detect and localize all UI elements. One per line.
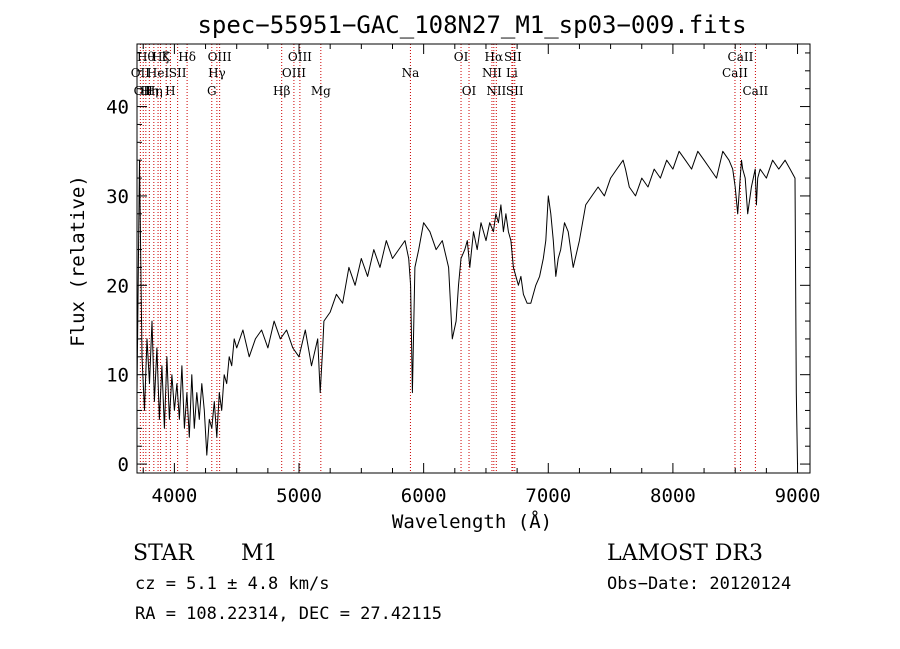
obs-date: Obs−Date: 20120124 [607, 574, 791, 594]
line-marker-label: Hα [485, 50, 504, 64]
line-marker-label: OIII [282, 66, 306, 80]
plot-frame [136, 43, 811, 474]
line-marker-label: SII [169, 66, 187, 80]
line-marker-label: NII [482, 66, 502, 80]
x-tick-label: 4000 [152, 485, 198, 507]
x-tick-label: 9000 [775, 485, 821, 507]
line-marker-label: HeI [147, 66, 170, 80]
line-marker-label: Mg [311, 84, 331, 98]
coordinates: RA = 108.22314, DEC = 27.42115 [135, 604, 442, 624]
line-marker-label: NII [486, 84, 506, 98]
survey-name: LAMOST DR3 [607, 541, 763, 566]
y-tick-label: 10 [106, 365, 129, 387]
line-marker-label: OII [134, 84, 154, 98]
spectrum-series [136, 150, 798, 465]
object-type: STAR [133, 541, 195, 566]
x-tick-label: 5000 [276, 485, 322, 507]
line-marker-label: SII [504, 50, 522, 64]
line-marker-label: CaII [722, 66, 748, 80]
y-axis-label: Flux (relative) [67, 175, 89, 347]
y-tick-label: 0 [118, 454, 129, 476]
line-marker-label: Hζ [152, 50, 169, 64]
line-marker-label: OI [454, 50, 469, 64]
line-marker-label: Na [402, 66, 420, 80]
line-marker-label: OII [131, 66, 151, 80]
line-marker-label: SII [506, 84, 524, 98]
y-tick-label: 40 [106, 97, 129, 119]
line-marker-label: H [165, 84, 175, 98]
line-marker-label: Hβ [273, 84, 290, 98]
line-marker-label: Hγ [208, 66, 226, 80]
line-marker-label: CaII [742, 84, 768, 98]
line-marker-label: OIII [208, 50, 232, 64]
line-marker-label: CaII [728, 50, 754, 64]
redshift-value: cz = 5.1 ± 4.8 km/s [135, 574, 329, 594]
x-axis-ticks: 4000 5000 6000 7000 8000 9000 [142, 44, 821, 507]
object-subclass: M1 [241, 541, 278, 566]
emission-line-markers [139, 44, 756, 473]
chart-title: spec−55951−GAC_108N27_M1_sp03−009.fits [197, 11, 746, 39]
y-tick-label: 30 [106, 186, 129, 208]
spectrum-line [136, 150, 798, 465]
y-tick-label: 20 [106, 275, 129, 297]
line-marker-label: Li [506, 66, 518, 80]
x-axis-label: Wavelength (Å) [392, 510, 552, 533]
line-marker-label: Hδ [178, 50, 196, 64]
line-marker-label: Hη [141, 84, 159, 98]
y-axis-ticks: 0 10 20 30 40 [106, 52, 810, 476]
x-tick-label: 6000 [401, 485, 447, 507]
x-tick-label: 8000 [650, 485, 696, 507]
line-marker-label: Hθ [137, 50, 155, 64]
x-tick-label: 7000 [525, 485, 571, 507]
line-marker-label: OIII [288, 50, 312, 64]
line-marker-label: Hη [145, 84, 163, 98]
line-marker-label: OI [462, 84, 477, 98]
line-marker-label: G [207, 84, 217, 98]
line-marker-label: K [162, 50, 172, 64]
